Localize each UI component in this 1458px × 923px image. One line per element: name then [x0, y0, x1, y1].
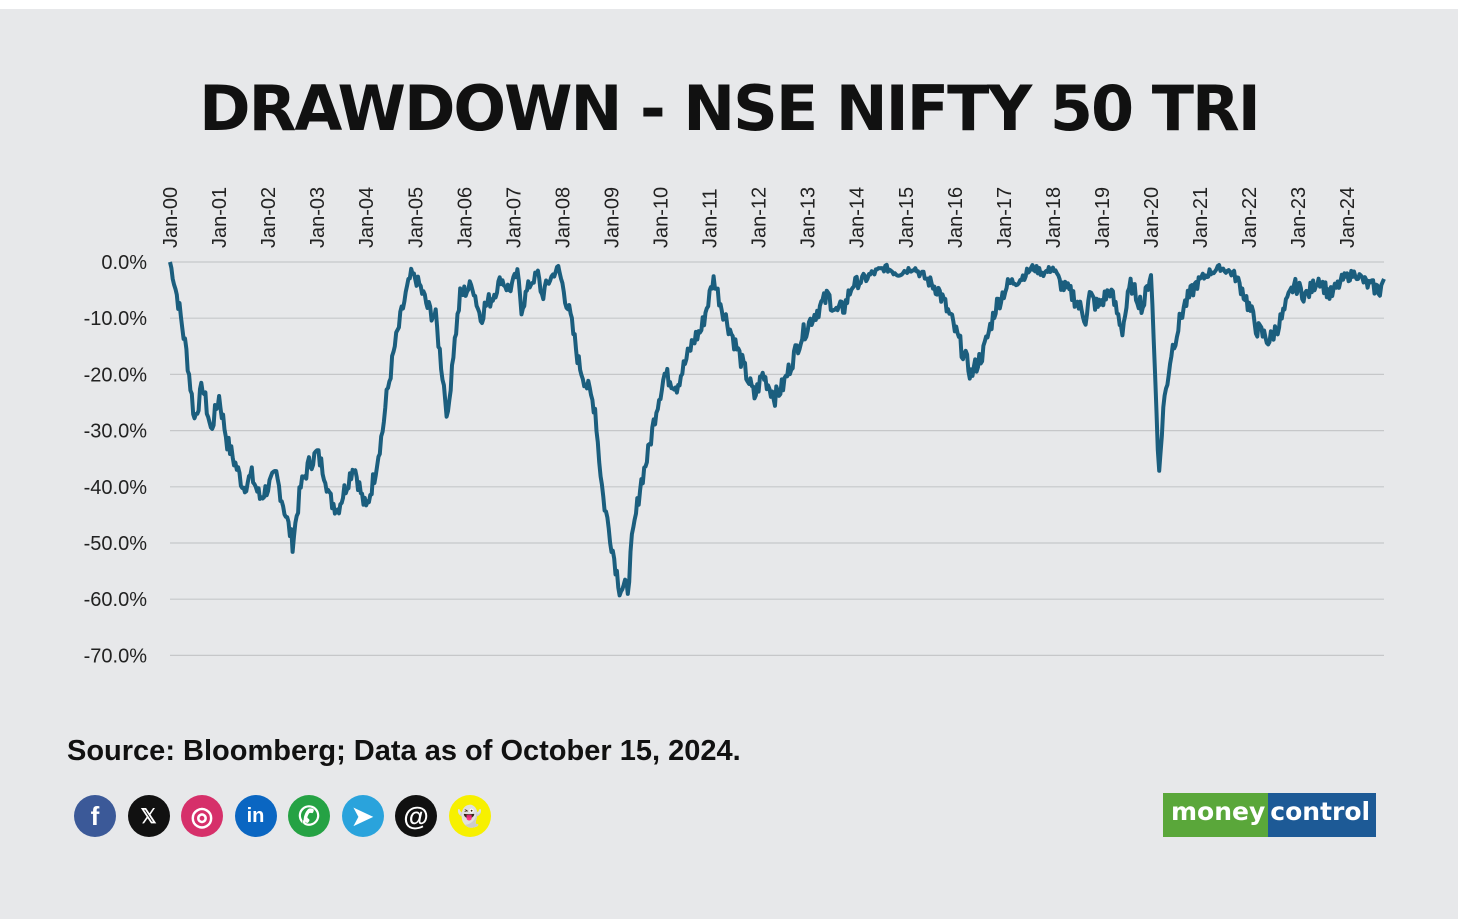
drawdown-chart: 0.0% -10.0% -20.0% -30.0% -40.0% -50.0% -60.0%… [84, 187, 1386, 667]
x-tick-label: Jan-02 [258, 187, 280, 248]
x-tick-label: Jan-15 [896, 187, 918, 248]
x-icon[interactable]: 𝕏 [127, 795, 170, 837]
source-note: Source: Bloomberg; Data as of October 15… [67, 735, 741, 767]
y-tick-label: -50.0% [84, 533, 148, 555]
y-tick-label: -40.0% [84, 477, 148, 499]
threads-icon[interactable]: @ [395, 795, 437, 837]
logo-part-money: money [1163, 793, 1269, 837]
facebook-icon[interactable]: f [74, 795, 116, 837]
x-tick-label: Jan-19 [1092, 187, 1114, 248]
moneycontrol-logo[interactable]: money control [1163, 793, 1377, 837]
chart-title: DRAWDOWN - NSE NIFTY 50 TRI [199, 72, 1261, 145]
x-tick-label: Jan-06 [454, 187, 476, 248]
x-tick-label: Jan-04 [356, 187, 378, 248]
x-tick-label: Jan-00 [160, 187, 182, 248]
x-tick-label: Jan-09 [601, 187, 623, 248]
x-tick-label: Jan-12 [749, 187, 771, 248]
x-tick-label: Jan-23 [1288, 187, 1310, 248]
logo-part-control: control [1268, 793, 1377, 837]
whatsapp-icon[interactable]: ✆ [288, 795, 330, 837]
x-tick-label: Jan-01 [209, 187, 231, 248]
y-tick-label: -60.0% [84, 589, 148, 611]
y-tick-label: 0.0% [101, 252, 147, 274]
snapchat-icon[interactable]: 👻 [448, 795, 491, 837]
x-tick-label: Jan-18 [1043, 187, 1065, 248]
x-tick-label: Jan-20 [1141, 187, 1163, 248]
telegram-icon[interactable]: ➤ [341, 795, 384, 837]
x-tick-label: Jan-10 [651, 187, 673, 248]
linkedin-icon[interactable]: in [234, 795, 277, 837]
instagram-icon[interactable]: ◎ [181, 795, 223, 837]
x-tick-label: Jan-17 [994, 187, 1016, 248]
chart-card [0, 9, 1458, 919]
x-tick-label: Jan-08 [552, 187, 574, 248]
x-tick-label: Jan-07 [503, 187, 525, 248]
x-tick-label: Jan-05 [405, 187, 427, 248]
y-tick-label: -70.0% [84, 645, 148, 667]
x-tick-label: Jan-11 [700, 188, 722, 248]
x-tick-label: Jan-13 [798, 187, 820, 248]
x-tick-label: Jan-21 [1190, 187, 1212, 248]
y-tick-label: -30.0% [84, 421, 148, 443]
social-icons: f 𝕏 ◎ in ✆ ➤ @ 👻 [74, 795, 491, 837]
x-tick-label: Jan-24 [1337, 187, 1359, 248]
x-tick-label: Jan-22 [1239, 187, 1261, 248]
x-tick-label: Jan-03 [307, 187, 329, 248]
x-tick-label: Jan-14 [847, 187, 869, 248]
y-tick-label: -20.0% [84, 364, 148, 386]
drawdown-series-line [168, 261, 1386, 598]
x-tick-label: Jan-16 [945, 187, 967, 248]
y-tick-label: -10.0% [84, 308, 148, 330]
